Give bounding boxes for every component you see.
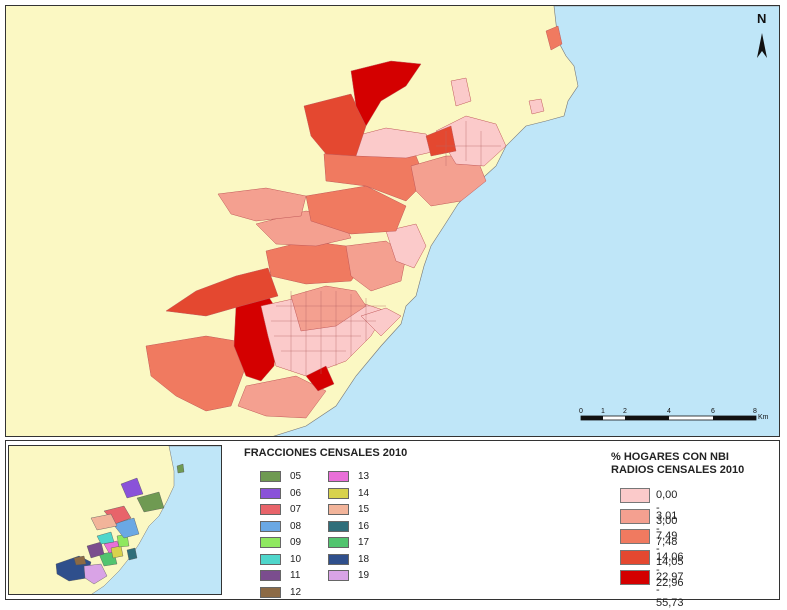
fraction-swatch (328, 553, 349, 565)
nbi-class-label: 0,00 - 3,00 (656, 489, 678, 527)
fraction-code: 07 (290, 504, 302, 515)
fraction-swatch (328, 471, 349, 482)
nbi-legend-title-line1: % HOGARES CON NBI (611, 451, 729, 463)
main-map: N 0 1 2 4 6 8 Km (5, 5, 780, 437)
nbi-class-label: 22,97 - 55,73 (656, 571, 684, 609)
main-map-canvas (6, 6, 779, 436)
inset-map (8, 445, 222, 595)
fraction-swatch (260, 471, 281, 482)
fraction-swatch (260, 487, 281, 499)
inset-map-canvas (9, 446, 221, 594)
scale-bar (580, 415, 757, 421)
fraction-code: 15 (358, 504, 370, 515)
scale-tick-6: 6 (711, 408, 715, 415)
scale-unit: Km (758, 414, 769, 421)
nbi-class-label: 3,01 - 7,48 (656, 509, 678, 548)
north-arrow-label: N (757, 11, 767, 26)
inset-fractions (55, 463, 185, 585)
nbi-legend-title-line2: RADIOS CENSALES 2010 (611, 464, 745, 476)
fraction-code: 12 (290, 586, 302, 598)
scale-tick-0: 0 (579, 408, 583, 415)
fraction-code: 13 (358, 471, 370, 482)
fraction-swatch (260, 570, 281, 581)
nbi-class-label: 14,06 - 22,96 (656, 550, 684, 589)
nbi-class-label: 7,49 - 14,05 (656, 530, 684, 568)
radio-boundaries (271, 121, 501, 376)
fraction-code: 11 (290, 570, 301, 581)
fraction-code: 14 (358, 487, 370, 499)
fraction-code: 19 (358, 570, 370, 581)
scale-tick-1: 1 (601, 408, 605, 415)
fraction-legend-title: FRACCIONES CENSALES 2010 (244, 447, 408, 459)
fraction-code: 06 (290, 487, 302, 499)
scale-tick-4: 4 (667, 408, 671, 415)
fraction-swatch (328, 570, 349, 581)
fraction-code: 09 (290, 537, 302, 548)
fraction-swatch (328, 520, 349, 532)
fraction-code: 08 (290, 520, 302, 532)
nbi-swatch (620, 508, 650, 524)
fraction-swatch (260, 586, 281, 598)
fraction-swatch (328, 487, 349, 499)
fraction-code: 16 (358, 520, 370, 532)
nbi-swatch (620, 529, 650, 544)
fraction-code: 17 (358, 537, 370, 548)
fraction-swatch (260, 504, 281, 515)
fraction-code: 05 (290, 471, 302, 482)
nbi-swatch (620, 570, 650, 585)
nbi-swatch (620, 488, 650, 503)
fraction-code: 18 (358, 553, 370, 565)
fraction-swatch (328, 504, 349, 515)
fraction-swatch (260, 520, 281, 532)
scale-tick-2: 2 (623, 408, 627, 415)
fraction-swatch (260, 553, 281, 565)
fraction-code: 10 (290, 553, 302, 565)
fraction-swatch (328, 537, 349, 548)
nbi-swatch (620, 549, 650, 565)
fraction-swatch (260, 537, 281, 548)
scale-tick-8: 8 (753, 408, 757, 415)
sea-area (273, 6, 779, 436)
